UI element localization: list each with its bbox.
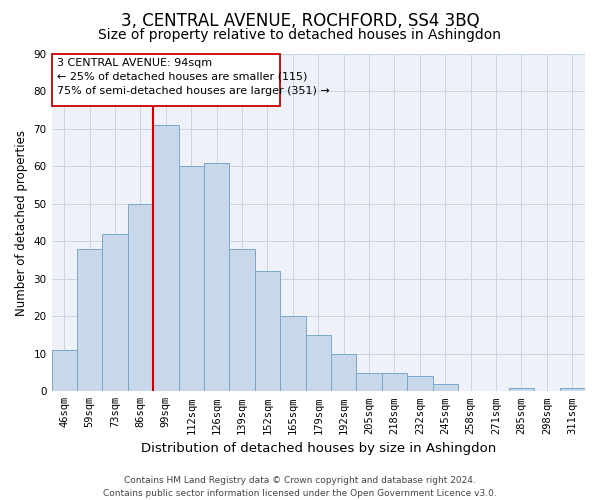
Bar	[331, 354, 356, 392]
X-axis label: Distribution of detached houses by size in Ashingdon: Distribution of detached houses by size …	[140, 442, 496, 455]
Bar	[560, 388, 585, 392]
Text: ← 25% of detached houses are smaller (115): ← 25% of detached houses are smaller (11…	[57, 72, 308, 82]
Text: 3, CENTRAL AVENUE, ROCHFORD, SS4 3BQ: 3, CENTRAL AVENUE, ROCHFORD, SS4 3BQ	[121, 12, 479, 30]
Y-axis label: Number of detached properties: Number of detached properties	[15, 130, 28, 316]
Bar	[280, 316, 305, 392]
Bar	[77, 249, 103, 392]
FancyBboxPatch shape	[52, 54, 280, 106]
Text: 3 CENTRAL AVENUE: 94sqm: 3 CENTRAL AVENUE: 94sqm	[57, 58, 212, 68]
Bar	[229, 249, 255, 392]
Bar	[153, 125, 179, 392]
Bar	[356, 372, 382, 392]
Bar	[128, 204, 153, 392]
Bar	[179, 166, 204, 392]
Text: 75% of semi-detached houses are larger (351) →: 75% of semi-detached houses are larger (…	[57, 86, 330, 96]
Bar	[255, 272, 280, 392]
Bar	[52, 350, 77, 392]
Bar	[433, 384, 458, 392]
Bar	[509, 388, 534, 392]
Bar	[305, 335, 331, 392]
Bar	[103, 234, 128, 392]
Bar	[407, 376, 433, 392]
Text: Contains HM Land Registry data © Crown copyright and database right 2024.
Contai: Contains HM Land Registry data © Crown c…	[103, 476, 497, 498]
Bar	[382, 372, 407, 392]
Text: Size of property relative to detached houses in Ashingdon: Size of property relative to detached ho…	[98, 28, 502, 42]
Bar	[204, 162, 229, 392]
